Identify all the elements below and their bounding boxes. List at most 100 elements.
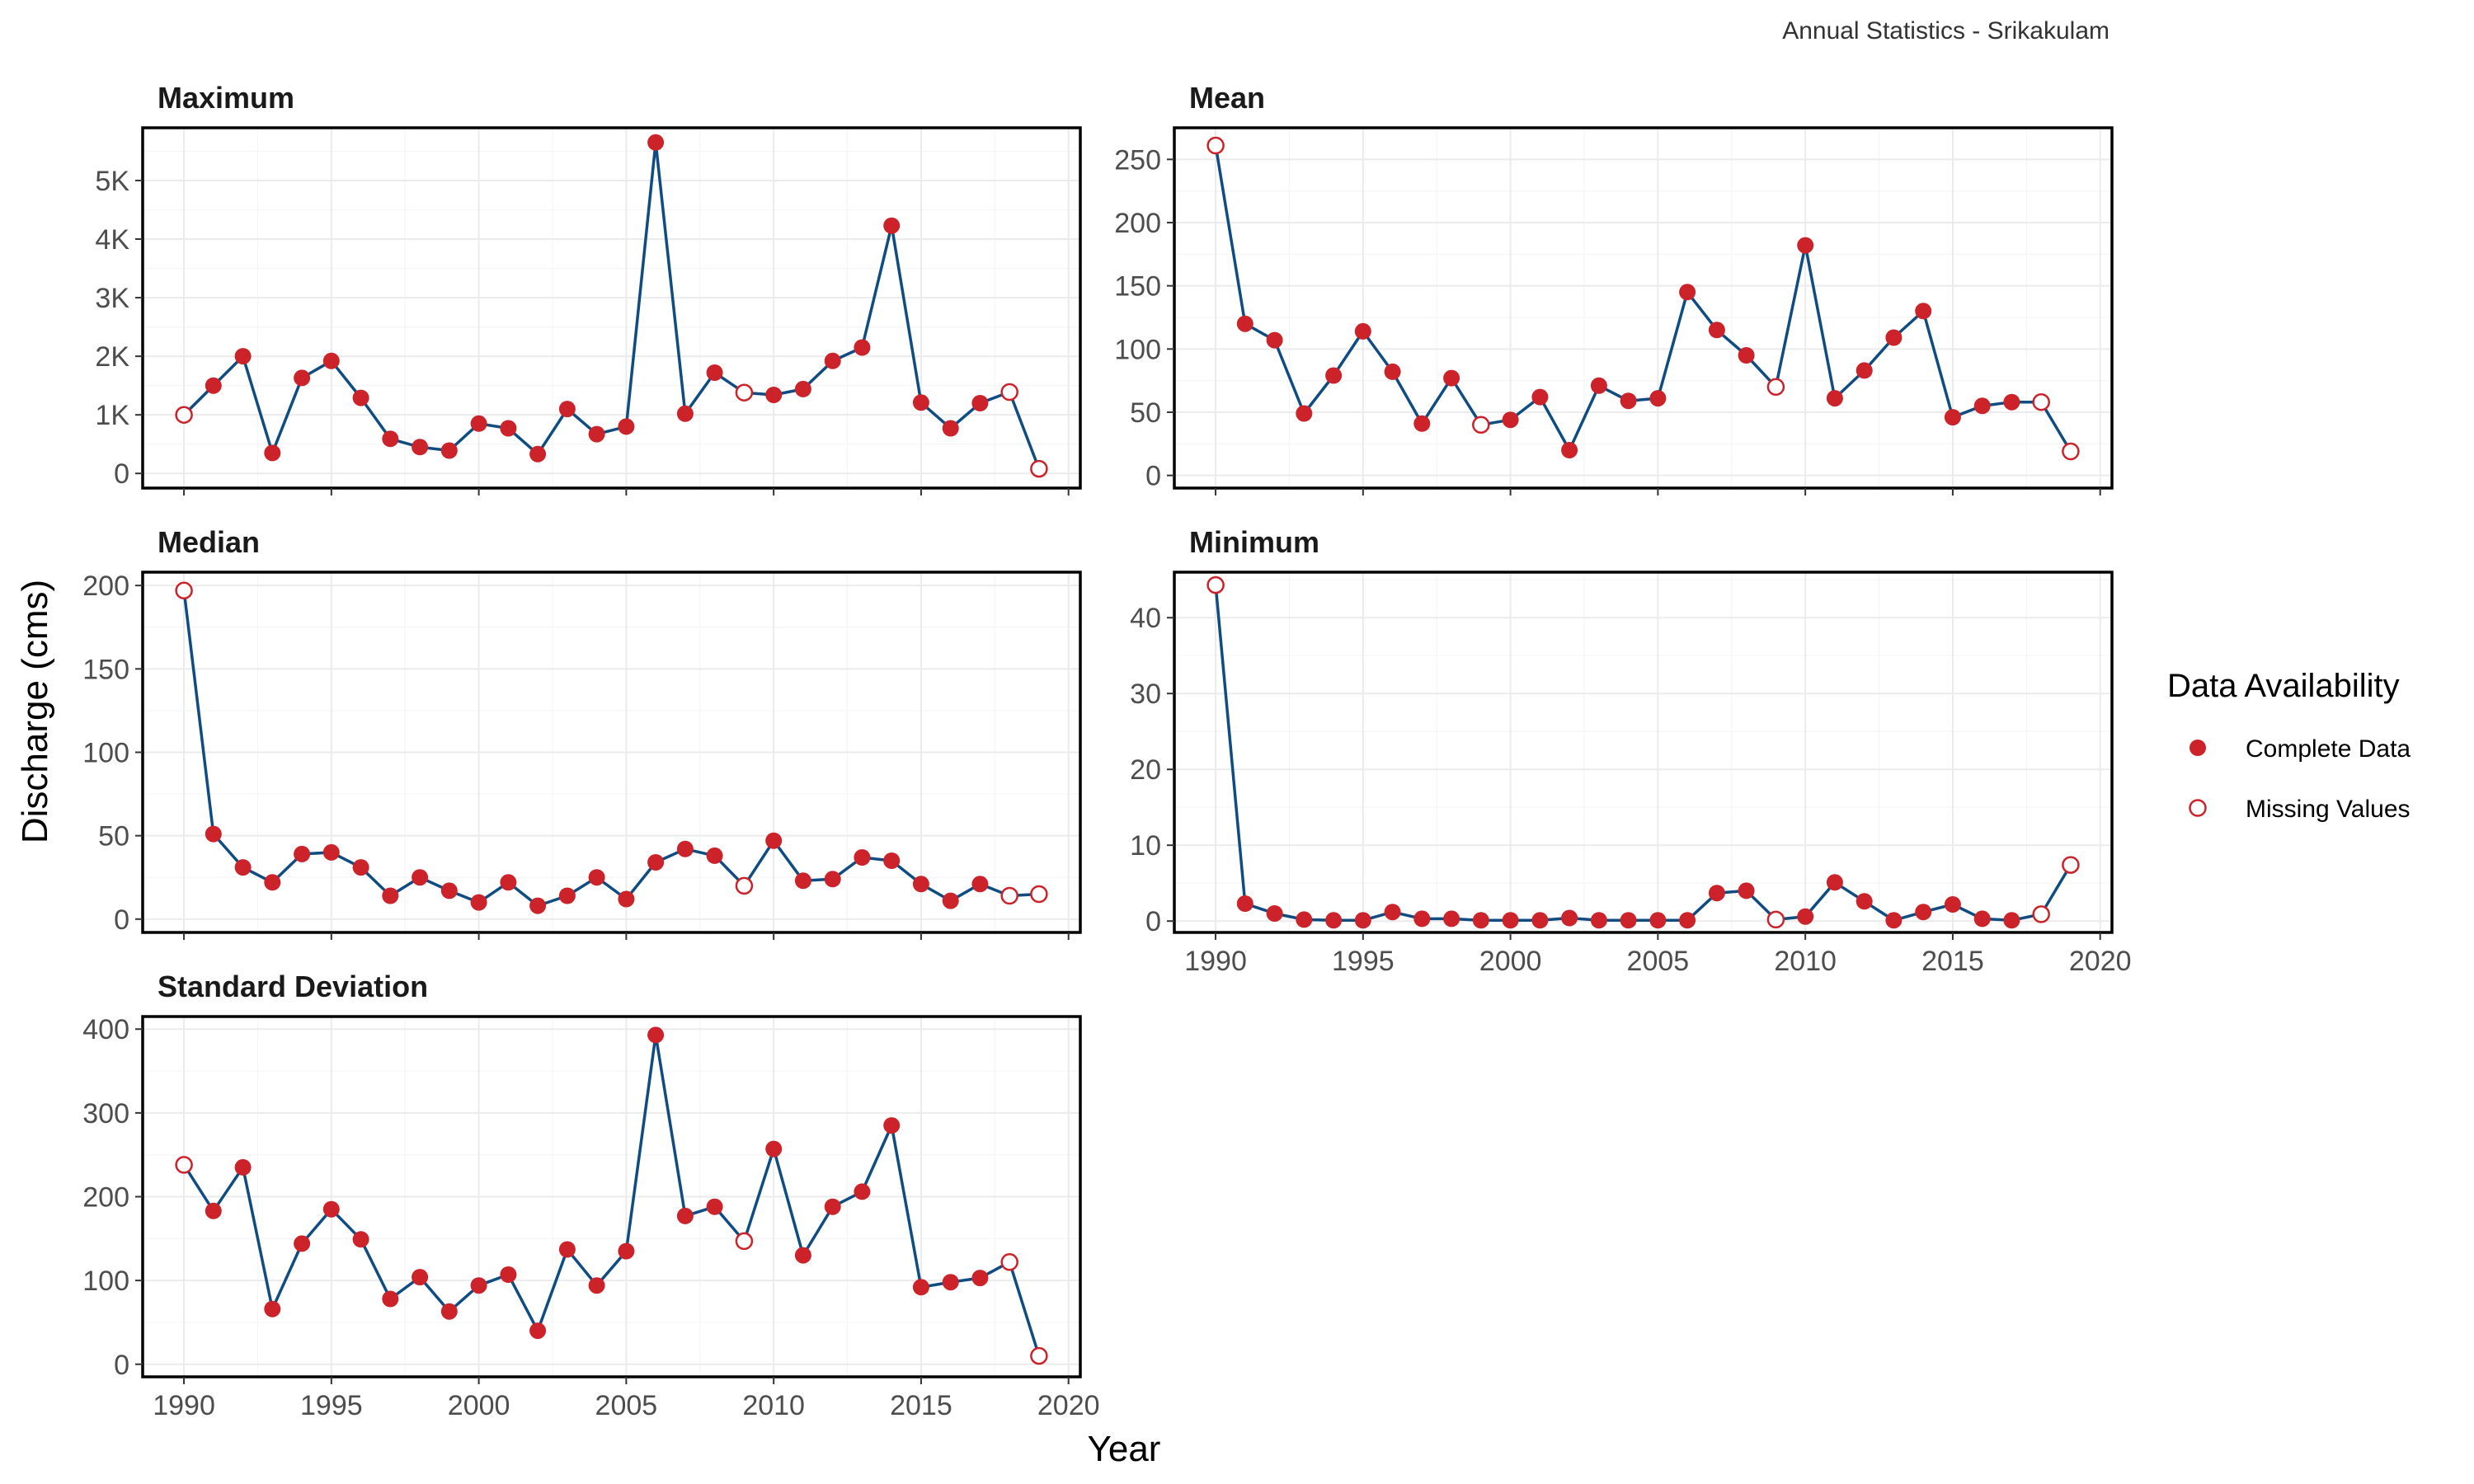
y-tick-label: 100 [82, 1266, 129, 1297]
data-points-minimum [1206, 575, 2080, 929]
x-tick-label: 1995 [1332, 946, 1395, 977]
y-tick-label: 20 [1130, 754, 1161, 786]
data-point-1990-missing [1206, 136, 1225, 155]
data-point-2004-complete [588, 869, 605, 886]
data-point-2001-complete [500, 420, 517, 437]
y-tick-label: 50 [1130, 397, 1161, 429]
y-tick-label: 10 [1130, 830, 1161, 862]
x-tick-label: 1990 [1184, 946, 1247, 977]
data-point-2019-missing [2062, 856, 2080, 874]
data-points-median [175, 581, 1048, 914]
data-point-2000-complete [1502, 912, 1519, 929]
y-tick-label: 4K [95, 224, 129, 256]
data-point-2019-missing [2062, 442, 2080, 461]
data-point-2001-complete [1531, 388, 1549, 406]
y-tick-label: 200 [82, 1182, 129, 1214]
data-point-1999-complete [440, 1303, 458, 1320]
data-point-1996-complete [1384, 363, 1401, 380]
y-tick-label: 0 [114, 1350, 129, 1381]
panel-background [1174, 128, 2112, 488]
data-point-2017-complete [971, 1270, 989, 1287]
data-point-2009-missing [735, 1232, 754, 1251]
y-tick-label: 30 [1130, 679, 1161, 710]
data-point-2019-missing [1030, 885, 1048, 904]
panel-border [1173, 571, 2114, 934]
panel-background [1174, 572, 2112, 932]
data-point-1996-complete [352, 389, 369, 406]
data-point-2007-complete [676, 1207, 694, 1224]
data-point-1998-complete [412, 1269, 429, 1286]
panel-background [143, 128, 1080, 488]
data-point-1990-missing [175, 581, 193, 600]
data-point-2003-complete [1590, 377, 1607, 394]
minor-gridlines [1174, 572, 2112, 932]
data-points-maximum [175, 134, 1048, 478]
data-point-2016-complete [1973, 910, 1991, 928]
data-point-2008-complete [1738, 882, 1755, 899]
data-point-1990-missing [1206, 575, 1225, 594]
data-point-1993-complete [264, 444, 281, 462]
data-point-2016-complete [1973, 397, 1991, 415]
panel-standard-deviation: 0 100 200 300 400 1990 1995 2000 2005 2010 2015 202… [82, 970, 1099, 1421]
data-point-2015-complete [1944, 409, 1961, 426]
data-points-standard-deviation [175, 1026, 1048, 1365]
y-axis-title: Discharge (cms) [15, 580, 55, 843]
panel-minimum: 0 10 20 30 40 1990 1995 2000 2005 2010 2015 2020 Min… [1130, 525, 2131, 977]
chart-caption: Annual Statistics - Srikakulam [1782, 17, 2109, 45]
y-tick-label: 300 [82, 1098, 129, 1129]
data-point-2015-complete [912, 876, 929, 893]
facet-panels: 01K2K3K4K5KMaximum050100150200250Mean050… [82, 81, 2131, 1421]
panel-border [141, 126, 1082, 490]
data-point-2007-complete [676, 405, 694, 422]
data-point-2016-complete [942, 1274, 959, 1291]
data-point-1995-complete [1354, 322, 1371, 340]
minor-gridlines [1174, 128, 2112, 488]
y-tick-label: 0 [114, 458, 129, 490]
data-point-2006-complete [647, 134, 665, 151]
x-tick-label: 2010 [742, 1390, 805, 1421]
data-point-2012-complete [1856, 893, 1873, 910]
data-point-2009-missing [1766, 378, 1785, 397]
data-point-2003-complete [558, 1241, 576, 1258]
y-tick-label: 1K [95, 400, 129, 431]
data-point-2011-complete [1826, 390, 1843, 407]
data-point-1990-missing [175, 1156, 193, 1174]
data-point-2014-complete [883, 1117, 901, 1134]
data-point-2019-missing [1030, 1346, 1048, 1365]
y-tick-label: 100 [1114, 334, 1161, 365]
data-point-2005-complete [1649, 390, 1667, 407]
data-point-1993-complete [1296, 405, 1313, 422]
data-point-2003-complete [1590, 912, 1607, 929]
data-point-1990-missing [175, 406, 193, 424]
data-point-2001-complete [1531, 912, 1549, 929]
data-point-1996-complete [352, 859, 369, 876]
data-point-2011-complete [794, 1247, 811, 1264]
data-point-2011-complete [794, 380, 811, 397]
data-point-2014-complete [883, 852, 901, 869]
data-point-2012-complete [824, 871, 841, 888]
series-line-mean [1214, 145, 2072, 453]
y-tick-label: 200 [1114, 208, 1161, 239]
data-point-1998-complete [412, 439, 429, 456]
data-point-2004-complete [588, 425, 605, 443]
panel-maximum: 0 1K 2K 3K 4K 5K Maximum [95, 81, 1082, 495]
data-point-2003-complete [558, 401, 576, 418]
legend: Data Availability Complete Data Missing … [2167, 668, 2411, 823]
data-point-1997-complete [382, 430, 399, 448]
data-point-1995-complete [322, 1200, 340, 1218]
data-point-2013-complete [854, 339, 871, 356]
legend-key-complete-data [2189, 740, 2206, 756]
data-point-2007-complete [1708, 885, 1725, 902]
data-point-2014-complete [883, 217, 901, 234]
data-point-2000-complete [470, 415, 487, 432]
data-point-2008-complete [706, 1198, 723, 1215]
x-tick-label: 2000 [448, 1390, 510, 1421]
data-point-2005-complete [1649, 912, 1667, 929]
x-tick-label: 2005 [1627, 946, 1690, 977]
data-point-2017-complete [2003, 912, 2020, 929]
data-point-2006-complete [647, 1026, 665, 1044]
data-point-2002-complete [529, 1322, 547, 1340]
x-tick-label: 2010 [1774, 946, 1837, 977]
data-point-2015-complete [912, 1279, 929, 1296]
